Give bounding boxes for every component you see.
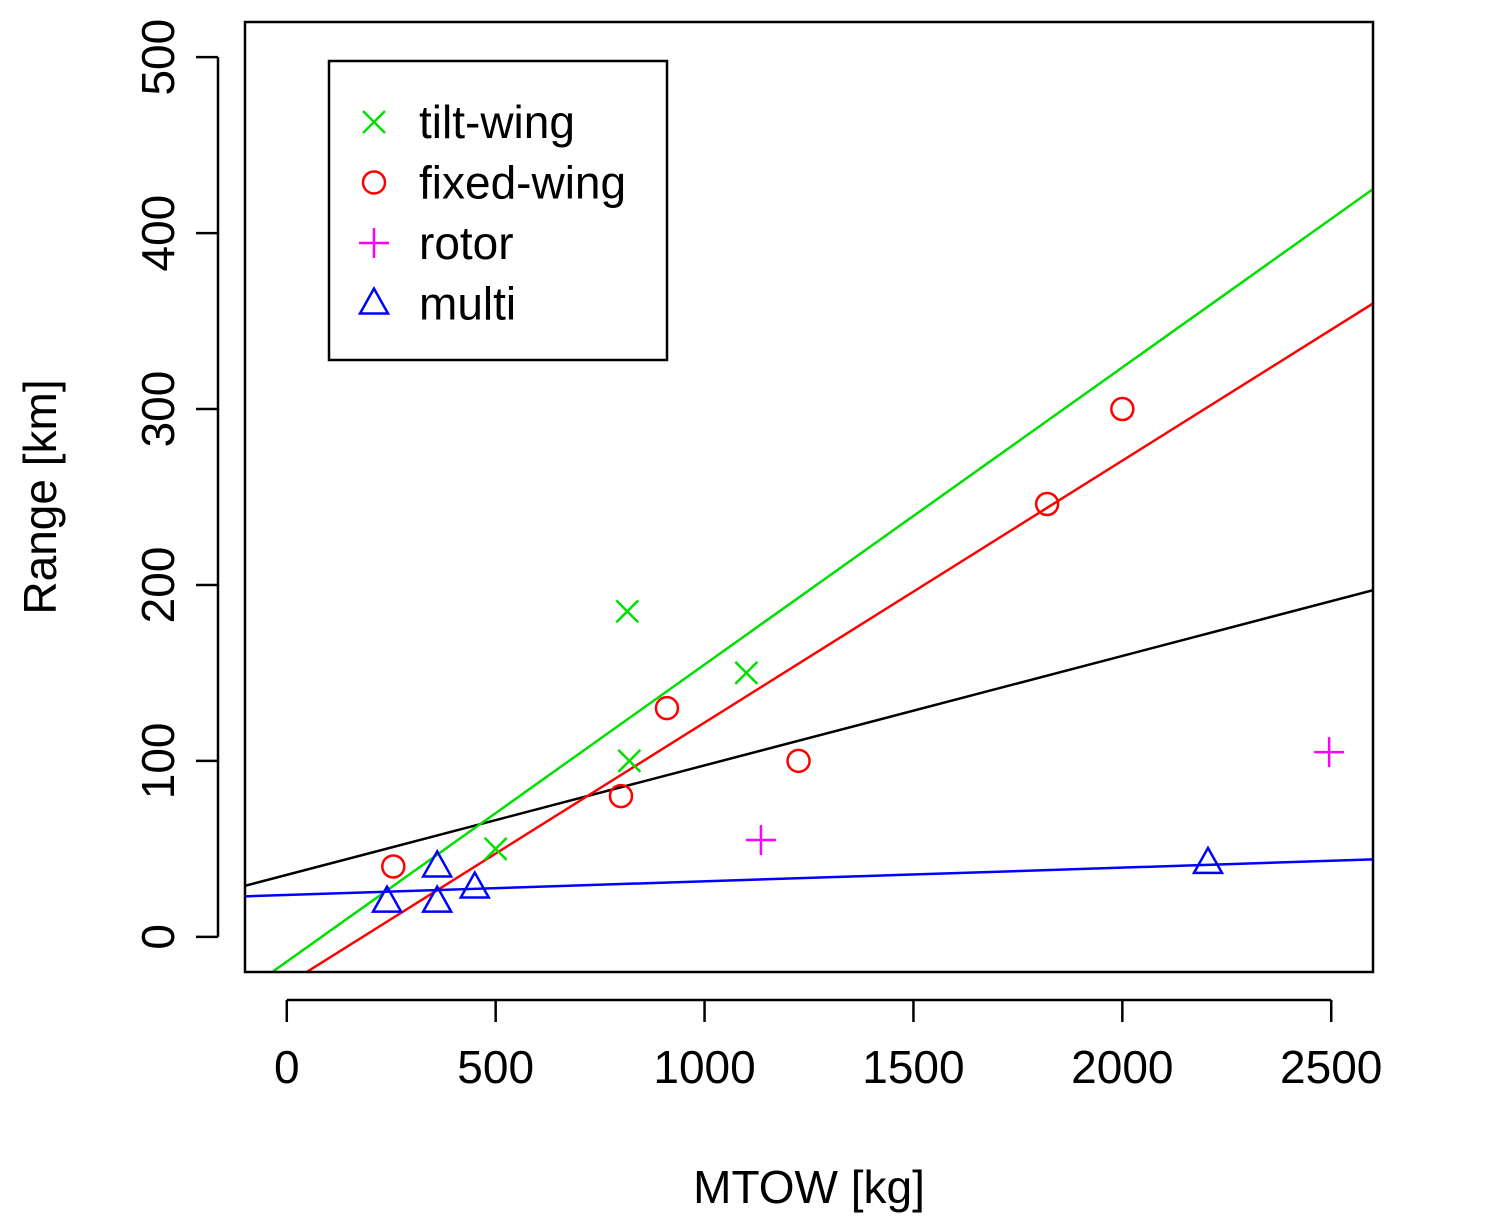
fixed-wing-point bbox=[381, 854, 406, 879]
x-axis: 0 500 1000 1500 2000 2500 bbox=[274, 998, 1382, 1093]
legend-fixed-wing-label: fixed-wing bbox=[419, 157, 626, 209]
y-tick-label: 100 bbox=[132, 723, 184, 800]
legend-fixed-wing-marker bbox=[361, 170, 387, 195]
fixed-wing-point bbox=[608, 783, 634, 809]
rotor-series bbox=[745, 737, 1345, 856]
tilt-wing-point bbox=[615, 599, 640, 624]
x-axis-title: MTOW [kg] bbox=[693, 1161, 925, 1213]
y-tick-label: 200 bbox=[132, 547, 184, 624]
y-axis: 0 100 200 300 400 500 bbox=[132, 19, 220, 950]
legend-multi-marker bbox=[357, 285, 391, 315]
y-tick-label: 300 bbox=[132, 371, 184, 448]
multi-series bbox=[370, 845, 1225, 913]
tilt-wing-point bbox=[734, 661, 759, 685]
data-points bbox=[370, 396, 1345, 913]
y-axis-title: Range [km] bbox=[14, 379, 66, 614]
x-tick-label: 1500 bbox=[862, 1041, 964, 1093]
legend: tilt-wing fixed-wing rotor multi bbox=[327, 59, 669, 362]
x-tick-label: 0 bbox=[274, 1041, 300, 1093]
multi-point bbox=[421, 884, 454, 913]
multi-point bbox=[421, 848, 454, 878]
multi-point bbox=[370, 884, 404, 913]
x-tick-label: 1000 bbox=[653, 1041, 755, 1093]
tilt-wing-point bbox=[617, 749, 642, 773]
tilt-wing-series bbox=[483, 599, 759, 861]
fixed-wing-point bbox=[654, 695, 680, 721]
y-tick-label: 0 bbox=[132, 924, 184, 950]
y-tick-label: 400 bbox=[132, 195, 184, 272]
fixed-wing-point bbox=[1034, 491, 1060, 517]
legend-rotor-marker bbox=[359, 228, 389, 258]
tilt-wing-point bbox=[483, 836, 508, 861]
rotor-point bbox=[1314, 737, 1345, 768]
y-tick-label: 500 bbox=[132, 19, 184, 96]
rotor-point bbox=[745, 825, 776, 856]
fixed-wing-series bbox=[381, 396, 1135, 879]
multi-point bbox=[458, 869, 491, 899]
legend-rotor-label: rotor bbox=[419, 217, 514, 269]
legend-tilt-wing-label: tilt-wing bbox=[419, 96, 575, 148]
overall-fit-line bbox=[245, 589, 1373, 888]
plot-frame bbox=[243, 20, 1375, 974]
fixed-wing-point bbox=[1110, 396, 1135, 422]
x-tick-label: 2000 bbox=[1071, 1041, 1173, 1093]
fixed-wing-fit-line bbox=[304, 302, 1373, 972]
multi-fit-line bbox=[245, 858, 1373, 898]
fixed-wing-point bbox=[786, 748, 811, 774]
x-tick-label: 500 bbox=[457, 1041, 534, 1093]
x-tick-label: 2500 bbox=[1280, 1041, 1382, 1093]
legend-tilt-wing-marker bbox=[362, 110, 386, 134]
multi-point bbox=[1191, 845, 1225, 875]
legend-multi-label: multi bbox=[419, 278, 516, 330]
